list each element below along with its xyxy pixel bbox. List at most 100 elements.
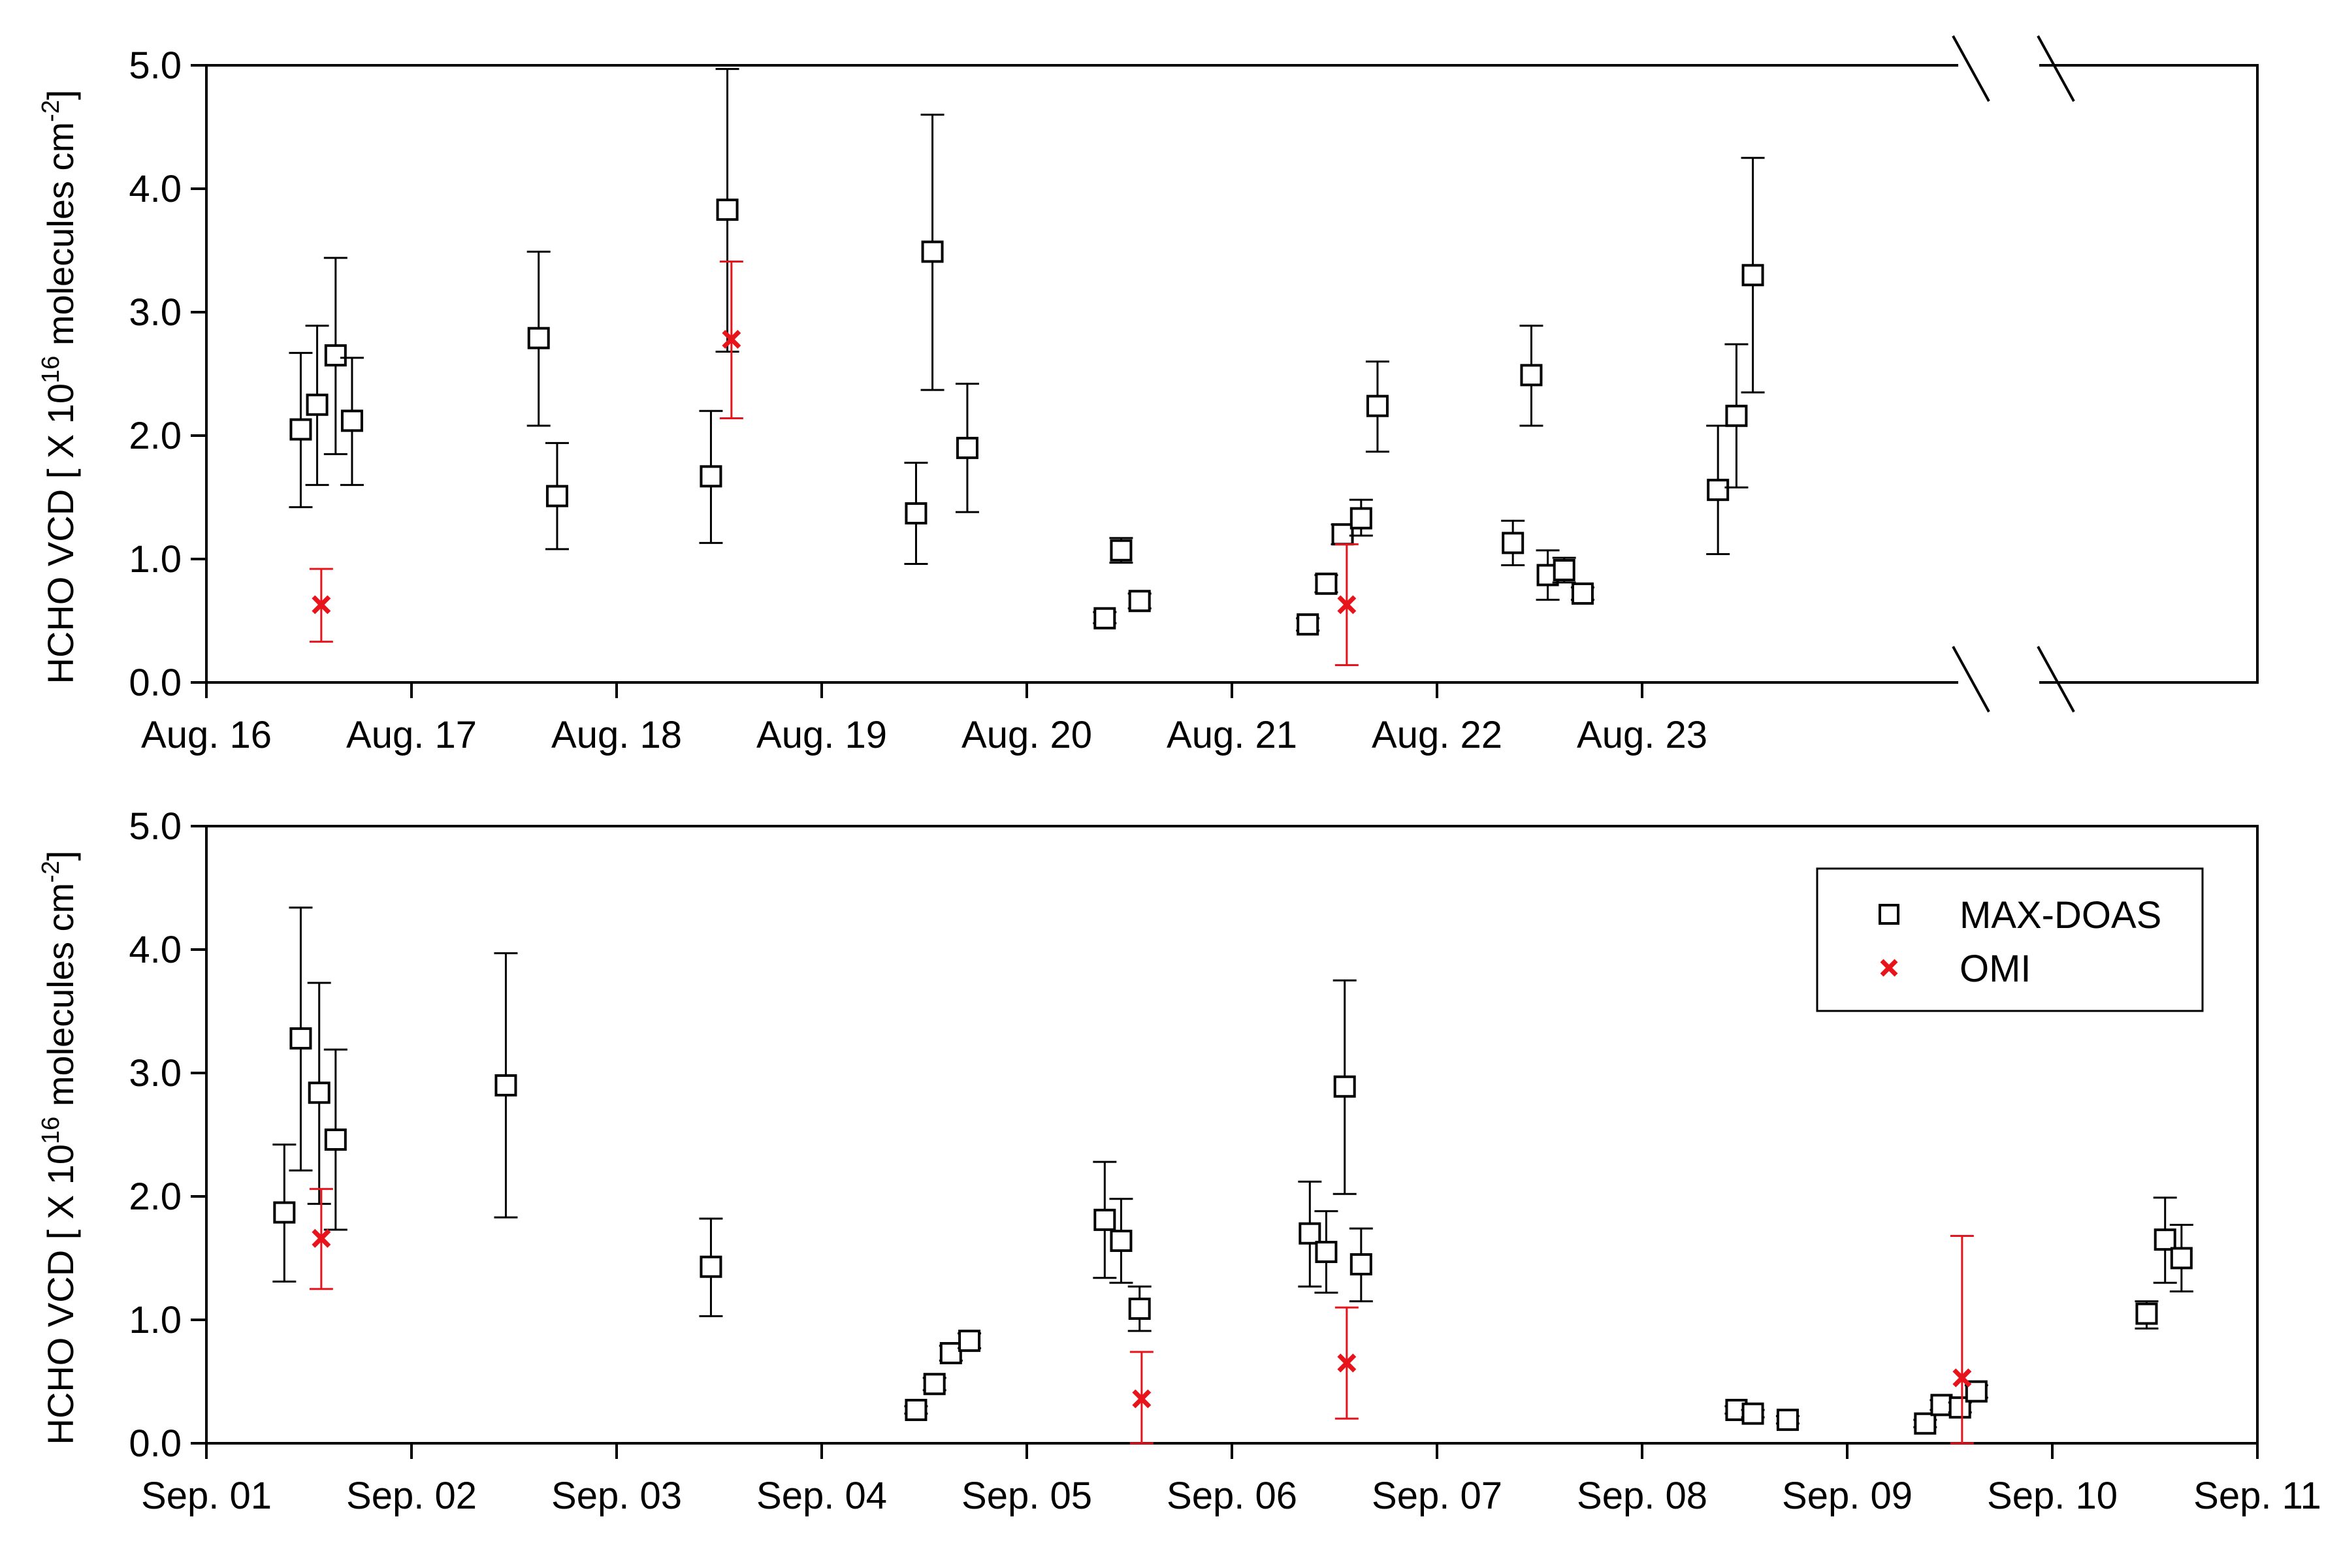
axis-break-gap-bottom bbox=[1958, 679, 2039, 686]
square-marker bbox=[1093, 1208, 1116, 1231]
x-tick-label: Aug. 21 bbox=[1167, 714, 1297, 756]
square-marker bbox=[1914, 1412, 1937, 1435]
y-tick-label: 5.0 bbox=[129, 805, 182, 848]
max-doas-point bbox=[1570, 582, 1594, 605]
legend: MAX-DOAS OMI bbox=[1816, 867, 2204, 1012]
y-tick-label: 2.0 bbox=[129, 1176, 182, 1218]
square-marker bbox=[700, 1255, 722, 1278]
square-marker bbox=[324, 1128, 347, 1151]
max-doas-point bbox=[289, 351, 313, 509]
square-marker bbox=[1333, 1075, 1356, 1098]
x-marker bbox=[312, 595, 331, 615]
square-marker bbox=[1502, 532, 1525, 554]
y-tick-label: 1.0 bbox=[129, 1299, 182, 1341]
square-marker bbox=[1366, 394, 1389, 417]
square-marker bbox=[289, 1027, 312, 1050]
square-marker bbox=[1741, 264, 1764, 287]
max-doas-point bbox=[494, 952, 518, 1219]
max-doas-point bbox=[1741, 1402, 1765, 1425]
square-marker bbox=[1741, 1402, 1764, 1425]
legend-label: MAX-DOAS bbox=[1960, 894, 2161, 936]
max-doas-point bbox=[272, 1144, 297, 1283]
max-doas-point bbox=[1314, 572, 1338, 595]
max-doas-point bbox=[958, 1330, 982, 1352]
max-doas-point bbox=[2135, 1300, 2159, 1330]
y-tick-label: 0.0 bbox=[129, 662, 182, 704]
square-marker bbox=[939, 1342, 962, 1365]
square-marker bbox=[1315, 1241, 1338, 1264]
max-doas-point bbox=[545, 441, 569, 551]
max-doas-point bbox=[920, 114, 944, 391]
max-doas-point bbox=[1349, 1227, 1373, 1303]
x-tick-label: Sep. 01 bbox=[141, 1475, 272, 1517]
square-marker bbox=[1315, 572, 1338, 595]
x-tick-label: Sep. 08 bbox=[1577, 1475, 1707, 1517]
square-marker bbox=[494, 1074, 517, 1096]
x-tick-label: Sep. 04 bbox=[756, 1475, 887, 1517]
max-doas-point bbox=[1913, 1412, 1937, 1435]
x-tick-label: Sep. 09 bbox=[1782, 1475, 1913, 1517]
max-doas-point bbox=[1314, 1210, 1338, 1294]
y-tick-label: 4.0 bbox=[129, 929, 182, 971]
x-marker bbox=[312, 1228, 331, 1248]
square-marker bbox=[1299, 1222, 1321, 1245]
max-doas-point bbox=[1093, 1160, 1117, 1279]
y-tick-label: 3.0 bbox=[129, 1052, 182, 1095]
axis-break-mark bbox=[1952, 35, 1990, 102]
square-marker bbox=[716, 199, 739, 221]
max-doas-point bbox=[1296, 613, 1320, 636]
square-marker bbox=[1707, 479, 1730, 502]
x-tick-label: Sep. 03 bbox=[551, 1475, 682, 1517]
y-tick-label: 1.0 bbox=[129, 538, 182, 581]
square-marker bbox=[273, 1201, 296, 1224]
x-tick-label: Aug. 20 bbox=[961, 714, 1092, 756]
square-marker bbox=[956, 436, 978, 459]
square-marker bbox=[1093, 607, 1116, 630]
y-tick-label: 5.0 bbox=[129, 44, 182, 87]
square-marker bbox=[921, 240, 944, 263]
x-marker bbox=[1952, 1368, 1972, 1388]
square-marker bbox=[306, 393, 329, 416]
x-tick-label: Aug. 23 bbox=[1577, 714, 1707, 756]
panel-august: 0.0 1.0 2.0 3.0 4.0 5.0 Aug. 16 Aug. 17 Aug. 18 A… bbox=[37, 35, 2259, 756]
y-axis-label: HCHO VCD [ X 1016 molecules cm-2] bbox=[37, 850, 81, 1445]
max-doas-point bbox=[526, 250, 551, 427]
x-tick-label: Sep. 10 bbox=[1987, 1475, 2118, 1517]
x-tick-label: Aug. 19 bbox=[756, 714, 887, 756]
x-marker bbox=[1337, 595, 1357, 615]
square-marker bbox=[1349, 1253, 1372, 1275]
omi-point bbox=[1129, 1351, 1154, 1445]
max-doas-point bbox=[1501, 519, 1525, 566]
max-doas-point bbox=[305, 325, 329, 487]
omi-point bbox=[1950, 1234, 1974, 1445]
max-doas-point bbox=[1724, 343, 1749, 488]
max-doas-point bbox=[1552, 556, 1576, 584]
square-marker bbox=[545, 485, 568, 507]
max-doas-point bbox=[699, 409, 723, 544]
axis-break-mark bbox=[2037, 35, 2075, 102]
square-marker bbox=[1725, 404, 1748, 427]
legend-box bbox=[1816, 867, 2204, 1012]
x-marker bbox=[722, 330, 741, 349]
x-tick-label: Sep. 07 bbox=[1372, 1475, 1502, 1517]
square-marker bbox=[1110, 1230, 1133, 1253]
x-tick-label: Sep. 05 bbox=[961, 1475, 1092, 1517]
max-doas-point bbox=[1349, 498, 1373, 537]
legend-label: OMI bbox=[1960, 948, 2031, 990]
square-marker bbox=[1571, 582, 1594, 605]
square-marker bbox=[1776, 1409, 1799, 1432]
x-tick-label: Sep. 02 bbox=[346, 1475, 477, 1517]
square-marker bbox=[2170, 1247, 2193, 1270]
omi-point bbox=[719, 261, 743, 420]
plot-frame bbox=[205, 64, 2259, 684]
x-tick-label: Sep. 11 bbox=[2193, 1475, 2321, 1517]
square-marker bbox=[340, 409, 363, 432]
axis-break-mark bbox=[2037, 646, 2075, 712]
max-doas-point bbox=[1127, 1285, 1152, 1332]
max-doas-point bbox=[323, 1048, 347, 1231]
max-doas-point bbox=[955, 383, 979, 513]
max-doas-point bbox=[1093, 607, 1117, 630]
legend-x-icon bbox=[1880, 959, 1898, 977]
square-marker bbox=[905, 502, 928, 525]
